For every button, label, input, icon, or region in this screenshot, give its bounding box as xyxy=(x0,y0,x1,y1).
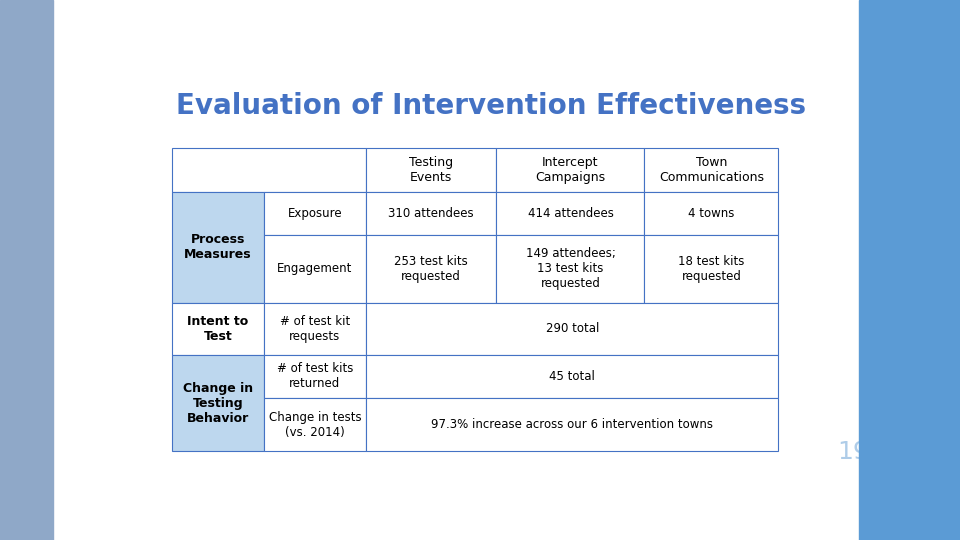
Text: Process
Measures: Process Measures xyxy=(184,233,252,261)
Bar xyxy=(644,148,779,192)
Bar xyxy=(172,302,264,355)
Text: Intent to
Test: Intent to Test xyxy=(187,314,249,342)
Bar xyxy=(366,355,779,398)
Bar xyxy=(264,355,366,398)
Text: Town
Communications: Town Communications xyxy=(659,156,764,184)
Bar xyxy=(172,148,366,192)
Text: Engagement: Engagement xyxy=(277,262,352,275)
Text: 290 total: 290 total xyxy=(545,322,599,335)
Bar xyxy=(644,192,779,235)
Bar xyxy=(264,398,366,451)
Bar xyxy=(496,148,644,192)
Bar xyxy=(366,235,496,302)
Bar xyxy=(366,302,779,355)
Text: # of test kits
returned: # of test kits returned xyxy=(276,362,353,390)
Text: 19: 19 xyxy=(837,440,869,464)
Text: 149 attendees;
13 test kits
requested: 149 attendees; 13 test kits requested xyxy=(525,247,615,291)
Text: Change in
Testing
Behavior: Change in Testing Behavior xyxy=(182,382,253,424)
Text: 97.3% increase across our 6 intervention towns: 97.3% increase across our 6 intervention… xyxy=(431,418,713,431)
Text: 253 test kits
requested: 253 test kits requested xyxy=(395,255,468,283)
Bar xyxy=(366,148,496,192)
Bar xyxy=(366,192,496,235)
Text: 45 total: 45 total xyxy=(549,370,595,383)
Text: Intercept
Campaigns: Intercept Campaigns xyxy=(536,156,606,184)
Text: Evaluation of Intervention Effectiveness: Evaluation of Intervention Effectiveness xyxy=(176,92,806,120)
Bar xyxy=(366,398,779,451)
Bar xyxy=(644,235,779,302)
Bar xyxy=(172,192,264,302)
Text: Exposure: Exposure xyxy=(288,207,342,220)
Text: 18 test kits
requested: 18 test kits requested xyxy=(679,255,745,283)
Bar xyxy=(264,235,366,302)
Text: 4 towns: 4 towns xyxy=(688,207,734,220)
Bar xyxy=(496,192,644,235)
Bar xyxy=(172,355,264,451)
Text: 414 attendees: 414 attendees xyxy=(527,207,613,220)
Bar xyxy=(264,192,366,235)
Bar xyxy=(264,302,366,355)
Text: # of test kit
requests: # of test kit requests xyxy=(279,314,350,342)
Text: Testing
Events: Testing Events xyxy=(409,156,453,184)
Text: Change in tests
(vs. 2014): Change in tests (vs. 2014) xyxy=(269,411,361,439)
Text: 310 attendees: 310 attendees xyxy=(389,207,474,220)
Bar xyxy=(496,235,644,302)
